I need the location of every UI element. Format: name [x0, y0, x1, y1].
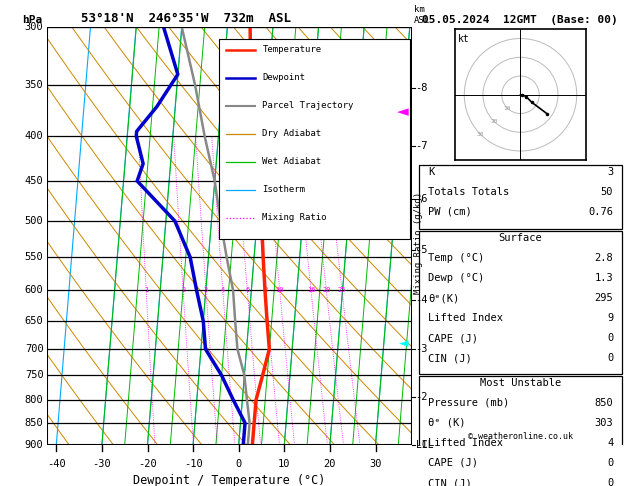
Text: CAPE (J): CAPE (J) [428, 458, 478, 468]
Text: LCL: LCL [416, 440, 433, 450]
Bar [420, 231, 621, 374]
Text: CIN (J): CIN (J) [428, 478, 472, 486]
Text: Surface: Surface [499, 233, 542, 243]
Bar [219, 39, 410, 240]
Text: Most Unstable: Most Unstable [480, 378, 561, 388]
Text: 0: 0 [236, 459, 242, 469]
Text: θᵉ (K): θᵉ (K) [428, 418, 465, 428]
Text: 30: 30 [369, 459, 382, 469]
Text: Mixing Ratio: Mixing Ratio [262, 213, 327, 222]
Text: 0.76: 0.76 [588, 207, 613, 217]
Text: -2: -2 [416, 393, 428, 402]
Text: -40: -40 [47, 459, 65, 469]
Text: 0: 0 [607, 478, 613, 486]
Text: Lifted Index: Lifted Index [428, 313, 503, 323]
Text: -1: -1 [416, 440, 428, 450]
Text: Temperature: Temperature [262, 45, 321, 54]
Text: 4: 4 [221, 287, 225, 294]
Text: 850: 850 [594, 398, 613, 408]
Text: K: K [428, 167, 434, 176]
Text: -10: -10 [184, 459, 203, 469]
Text: -4: -4 [416, 295, 428, 305]
Text: 800: 800 [25, 395, 43, 405]
Text: 0: 0 [607, 353, 613, 364]
Text: 20: 20 [324, 459, 336, 469]
Text: -3: -3 [416, 344, 428, 354]
Text: 4: 4 [607, 438, 613, 448]
Text: km
ASL: km ASL [414, 5, 430, 25]
Bar [420, 376, 621, 486]
Text: 1.3: 1.3 [594, 273, 613, 283]
Text: CIN (J): CIN (J) [428, 353, 472, 364]
Text: Dewpoint / Temperature (°C): Dewpoint / Temperature (°C) [133, 474, 326, 486]
Text: hPa: hPa [21, 15, 42, 25]
Text: 2.8: 2.8 [594, 253, 613, 263]
Text: 300: 300 [25, 22, 43, 32]
Text: 20: 20 [322, 287, 331, 294]
Text: 850: 850 [25, 418, 43, 428]
Text: Dewp (°C): Dewp (°C) [428, 273, 484, 283]
Text: -20: -20 [138, 459, 157, 469]
Text: 20: 20 [490, 119, 498, 124]
Text: kt: kt [457, 35, 469, 44]
Text: 500: 500 [25, 216, 43, 226]
Text: 750: 750 [25, 370, 43, 381]
Text: 3: 3 [204, 287, 208, 294]
Text: © weatheronline.co.uk: © weatheronline.co.uk [468, 432, 573, 440]
Text: -30: -30 [92, 459, 111, 469]
Text: Wet Adiabat: Wet Adiabat [262, 157, 321, 166]
Text: Dewpoint: Dewpoint [262, 73, 306, 82]
Text: 05.05.2024  12GMT  (Base: 00): 05.05.2024 12GMT (Base: 00) [422, 15, 618, 25]
Text: -7: -7 [416, 140, 428, 151]
Text: ◄: ◄ [397, 104, 409, 119]
Text: Temp (°C): Temp (°C) [428, 253, 484, 263]
Text: Isotherm: Isotherm [262, 185, 306, 194]
Text: 50: 50 [601, 187, 613, 197]
Text: 0: 0 [607, 333, 613, 344]
Text: 25: 25 [338, 287, 346, 294]
Text: -8: -8 [416, 83, 428, 92]
Text: 700: 700 [25, 344, 43, 354]
Text: 9: 9 [607, 313, 613, 323]
Text: 6: 6 [245, 287, 250, 294]
Text: 600: 600 [25, 285, 43, 295]
Text: PW (cm): PW (cm) [428, 207, 472, 217]
Text: Pressure (mb): Pressure (mb) [428, 398, 509, 408]
Text: 550: 550 [25, 252, 43, 262]
Text: 900: 900 [25, 440, 43, 450]
Text: 295: 295 [594, 293, 613, 303]
Text: 350: 350 [25, 80, 43, 90]
Text: 400: 400 [25, 131, 43, 141]
Text: 303: 303 [594, 418, 613, 428]
Text: 53°18'N  246°35'W  732m  ASL: 53°18'N 246°35'W 732m ASL [81, 12, 291, 25]
Text: Lifted Index: Lifted Index [428, 438, 503, 448]
Text: 8: 8 [263, 287, 267, 294]
Text: Parcel Trajectory: Parcel Trajectory [262, 101, 353, 110]
Text: 30: 30 [477, 132, 484, 137]
Text: 10: 10 [278, 459, 291, 469]
Text: 1: 1 [144, 287, 148, 294]
Text: -5: -5 [416, 245, 428, 255]
Text: 10: 10 [503, 105, 511, 111]
Text: 2: 2 [181, 287, 186, 294]
Bar [420, 165, 621, 229]
Text: 10: 10 [276, 287, 284, 294]
Text: 650: 650 [25, 316, 43, 326]
Text: CAPE (J): CAPE (J) [428, 333, 478, 344]
Text: ◄: ◄ [399, 337, 409, 350]
Text: 450: 450 [25, 176, 43, 186]
Text: -6: -6 [416, 194, 428, 204]
Text: Dry Adiabat: Dry Adiabat [262, 129, 321, 138]
Text: 3: 3 [607, 167, 613, 176]
Text: Totals Totals: Totals Totals [428, 187, 509, 197]
Text: 0: 0 [607, 458, 613, 468]
Text: 16: 16 [307, 287, 315, 294]
Text: θᵉ(K): θᵉ(K) [428, 293, 459, 303]
Text: Mixing Ratio (g/kg): Mixing Ratio (g/kg) [414, 192, 423, 294]
